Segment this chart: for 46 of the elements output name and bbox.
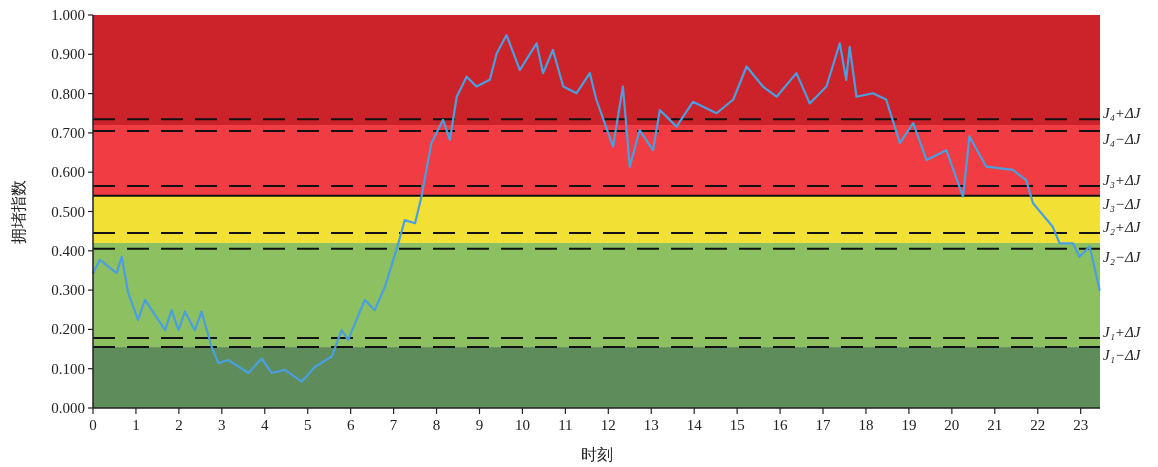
line-series (91, 33, 1101, 383)
x-tick-label: 11 (558, 417, 573, 433)
ref-line-label: J₄+ΔJ (1103, 105, 1142, 122)
y-axis-title: 拥堵指数 (9, 179, 28, 244)
x-tick-label: 13 (643, 417, 659, 433)
x-tick-label: 23 (1073, 417, 1089, 433)
ref-line-label: J₄−ΔJ (1103, 130, 1142, 147)
y-tick-label: 0.100 (51, 360, 85, 377)
y-tick-label: 0.900 (51, 46, 85, 63)
x-tick-label: 7 (389, 417, 398, 433)
x-tick-label: 15 (729, 417, 745, 433)
y-tick-label: 1.000 (51, 7, 85, 23)
x-tick-label: 12 (600, 417, 616, 433)
x-tick-label: 8 (432, 417, 441, 433)
x-tick-label: 17 (815, 417, 832, 433)
x-tick-label: 10 (514, 417, 530, 433)
ref-line-label: J₁−ΔJ (1103, 347, 1142, 364)
x-tick-label: 3 (218, 417, 226, 433)
x-tick-label: 0 (89, 417, 97, 433)
x-tick-label: 22 (1030, 417, 1046, 433)
y-tick-label: 0.700 (51, 124, 85, 141)
x-tick-label: 18 (858, 417, 874, 433)
x-tick-label: 6 (346, 417, 355, 433)
y-tick-label: 0.500 (51, 203, 85, 220)
ref-line-label: J₁+ΔJ (1103, 324, 1142, 341)
ref-line-label: J₃+ΔJ (1103, 171, 1142, 188)
x-tick-label: 19 (901, 417, 917, 433)
ref-line-label: J₃−ΔJ (1103, 195, 1142, 212)
x-axis-title: 时刻 (580, 445, 613, 464)
x-tick-label: 21 (987, 417, 1003, 433)
y-tick-label: 0.300 (51, 282, 85, 299)
x-tick-label: 4 (261, 417, 270, 433)
y-tick-label: 0.600 (51, 164, 85, 181)
y-tick-label: 0.400 (51, 242, 85, 259)
ref-line-label: J₂+ΔJ (1103, 219, 1142, 236)
x-tick-label: 1 (132, 417, 140, 433)
ref-line-label: J₂−ΔJ (1103, 248, 1142, 265)
y-tick-label: 0.200 (51, 321, 85, 338)
x-tick-label: 2 (175, 417, 183, 433)
x-tick-label: 16 (772, 417, 789, 433)
x-tick-label: 9 (475, 417, 484, 433)
y-tick-label: 0.800 (51, 85, 85, 102)
x-tick-label: 5 (303, 417, 312, 433)
y-tick-label: 0.000 (51, 400, 85, 416)
x-tick-label: 14 (686, 417, 703, 433)
x-tick-label: 20 (944, 417, 960, 433)
